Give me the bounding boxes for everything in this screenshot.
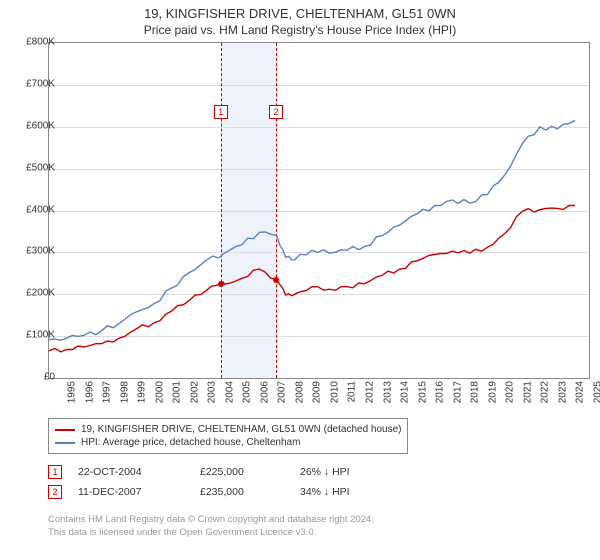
x-axis-label: 2006 [259,381,270,403]
y-axis-label: £500K [26,162,55,173]
x-axis-label: 2007 [277,381,288,403]
x-axis-label: 2005 [242,381,253,403]
x-axis-label: 1996 [84,381,95,403]
sales-marker: 2 [48,485,62,499]
x-axis-label: 1997 [101,381,112,403]
footer-attribution: Contains HM Land Registry data © Crown c… [48,514,374,540]
x-axis-label: 2004 [224,381,235,403]
y-axis-label: £700K [26,78,55,89]
sales-row: 2 11-DEC-2007£235,00034% ↓ HPI [48,482,400,502]
x-axis-label: 1999 [136,381,147,403]
x-axis-label: 2003 [207,381,218,403]
x-axis-label: 2009 [312,381,323,403]
x-axis-label: 2018 [469,381,480,403]
x-axis-label: 2002 [189,381,200,403]
y-axis-label: £300K [26,246,55,257]
x-axis-label: 2015 [417,381,428,403]
sales-table: 1 22-OCT-2004£225,00026% ↓ HPI 2 11-DEC-200… [48,462,400,502]
legend-swatch [55,429,75,431]
x-axis-label: 1998 [119,381,130,403]
y-axis-label: £200K [26,288,55,299]
x-axis-label: 2013 [382,381,393,403]
chart-plot [49,43,589,378]
x-axis-label: 2020 [505,381,516,403]
y-axis-label: £100K [26,330,55,341]
x-axis-label: 1995 [66,381,77,403]
x-axis-label: 2021 [522,381,533,403]
x-axis-label: 2019 [487,381,498,403]
y-axis-label: £0 [44,372,55,383]
x-axis-label: 2001 [171,381,182,403]
y-axis-label: £600K [26,120,55,131]
transaction-marker: 1 [214,105,228,119]
transaction-point [273,277,279,283]
footer-line-1: Contains HM Land Registry data © Crown c… [48,514,374,527]
x-axis-label: 2008 [294,381,305,403]
x-axis-label: 2014 [399,381,410,403]
x-axis-label: 2000 [154,381,165,403]
sales-date: 22-OCT-2004 [78,466,200,478]
legend: 19, KINGFISHER DRIVE, CHELTENHAM, GL51 0… [48,418,408,454]
footer-line-2: This data is licensed under the Open Gov… [48,527,374,540]
x-axis-label: 2024 [575,381,586,403]
legend-label: HPI: Average price, detached house, Chel… [81,437,300,448]
page-subtitle: Price paid vs. HM Land Registry's House … [0,21,600,41]
sales-diff: 34% ↓ HPI [300,486,400,498]
sales-marker: 1 [48,465,62,479]
x-axis-label: 2016 [434,381,445,403]
sales-price: £225,000 [200,466,300,478]
y-axis-label: £800K [26,37,55,48]
sales-date: 11-DEC-2007 [78,486,200,498]
series-hpi [49,121,575,341]
page-title: 19, KINGFISHER DRIVE, CHELTENHAM, GL51 0… [0,0,600,21]
x-axis-label: 2010 [329,381,340,403]
y-axis-label: £400K [26,204,55,215]
sales-diff: 26% ↓ HPI [300,466,400,478]
chart-area: 12 [48,42,590,379]
x-axis-label: 2023 [557,381,568,403]
x-axis-label: 2022 [540,381,551,403]
sales-row: 1 22-OCT-2004£225,00026% ↓ HPI [48,462,400,482]
transaction-point [218,281,224,287]
x-axis-label: 2025 [592,381,600,403]
legend-swatch [55,442,75,444]
transaction-marker: 2 [269,105,283,119]
legend-item: 19, KINGFISHER DRIVE, CHELTENHAM, GL51 0… [55,423,401,436]
legend-label: 19, KINGFISHER DRIVE, CHELTENHAM, GL51 0… [81,424,401,435]
x-axis-label: 2012 [364,381,375,403]
sales-price: £235,000 [200,486,300,498]
x-axis-label: 2017 [452,381,463,403]
x-axis-label: 2011 [346,381,357,403]
legend-item: HPI: Average price, detached house, Chel… [55,436,401,449]
series-property [49,206,575,352]
